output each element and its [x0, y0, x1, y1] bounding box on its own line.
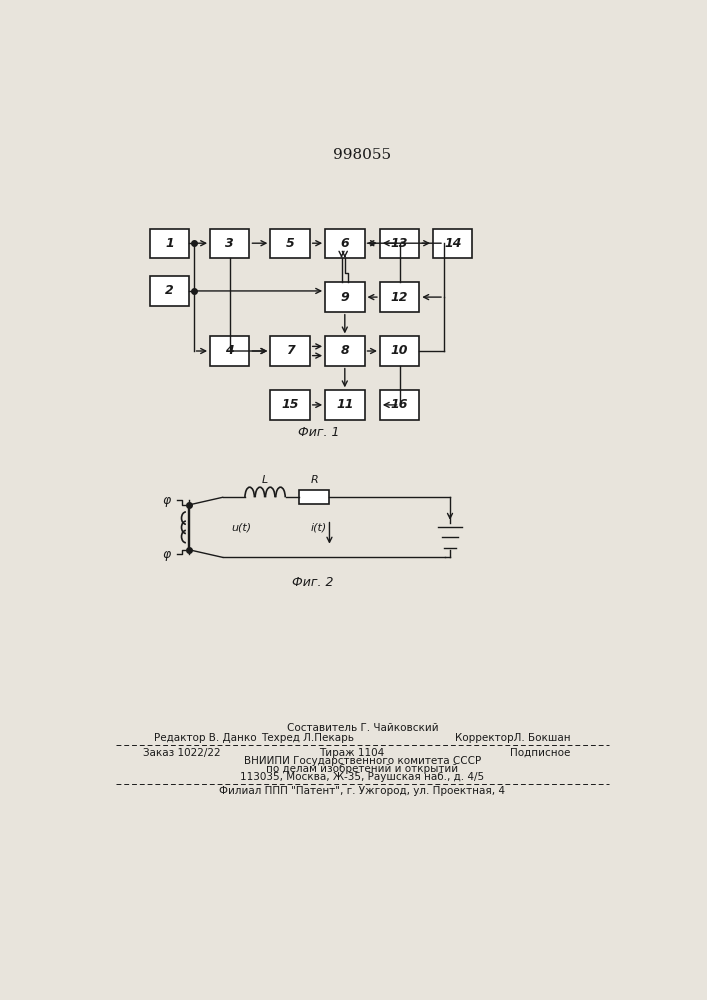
- Text: 2: 2: [165, 284, 174, 297]
- Text: 9: 9: [341, 291, 349, 304]
- Text: 998055: 998055: [333, 148, 392, 162]
- Text: Заказ 1022/22: Заказ 1022/22: [144, 748, 221, 758]
- Text: ВНИИПИ Государственного комитета СССР: ВНИИПИ Государственного комитета СССР: [244, 756, 481, 766]
- Bar: [325, 336, 365, 366]
- Text: 11: 11: [336, 398, 354, 411]
- Bar: [210, 229, 250, 258]
- Text: 7: 7: [286, 344, 294, 358]
- Text: φ: φ: [163, 494, 171, 507]
- Bar: [150, 276, 189, 306]
- Text: 4: 4: [226, 344, 234, 358]
- Bar: [299, 490, 329, 504]
- Bar: [433, 229, 472, 258]
- Text: по делам изобретений и открытий: по делам изобретений и открытий: [267, 764, 458, 774]
- Bar: [325, 390, 365, 420]
- Bar: [380, 282, 419, 312]
- Text: 13: 13: [391, 237, 409, 250]
- Text: i(t): i(t): [310, 522, 327, 532]
- Text: Техред Л.Пекарь: Техред Л.Пекарь: [261, 733, 354, 743]
- Text: 10: 10: [391, 344, 409, 358]
- Text: Подписное: Подписное: [510, 748, 571, 758]
- Bar: [270, 390, 310, 420]
- Text: 12: 12: [391, 291, 409, 304]
- Text: КорректорЛ. Бокшан: КорректорЛ. Бокшан: [455, 733, 571, 743]
- Bar: [270, 229, 310, 258]
- Bar: [325, 282, 365, 312]
- Text: Редактор В. Данко: Редактор В. Данко: [154, 733, 257, 743]
- Text: Фиг. 1: Фиг. 1: [298, 426, 339, 439]
- Text: Тираж 1104: Тираж 1104: [319, 748, 384, 758]
- Text: 1: 1: [165, 237, 174, 250]
- Bar: [380, 229, 419, 258]
- Text: 15: 15: [281, 398, 299, 411]
- Bar: [270, 336, 310, 366]
- Text: Филиал ППП "Патент", г. Ужгород, ул. Проектная, 4: Филиал ППП "Патент", г. Ужгород, ул. Про…: [219, 786, 506, 796]
- Bar: [380, 390, 419, 420]
- Bar: [325, 229, 365, 258]
- Text: 113035, Москва, Ж-35, Раушская наб., д. 4/5: 113035, Москва, Ж-35, Раушская наб., д. …: [240, 772, 484, 782]
- Text: 8: 8: [341, 344, 349, 358]
- Text: R: R: [310, 475, 318, 485]
- Bar: [150, 229, 189, 258]
- Text: 14: 14: [444, 237, 462, 250]
- Bar: [380, 336, 419, 366]
- Text: φ: φ: [163, 548, 171, 561]
- Text: 3: 3: [226, 237, 234, 250]
- Text: 16: 16: [391, 398, 409, 411]
- Text: Фиг. 2: Фиг. 2: [292, 576, 334, 588]
- Text: Составитель Г. Чайковский: Составитель Г. Чайковский: [286, 723, 438, 733]
- Text: 5: 5: [286, 237, 294, 250]
- Text: L: L: [262, 475, 268, 485]
- Text: u(t): u(t): [232, 522, 252, 532]
- Bar: [210, 336, 250, 366]
- Text: 6: 6: [341, 237, 349, 250]
